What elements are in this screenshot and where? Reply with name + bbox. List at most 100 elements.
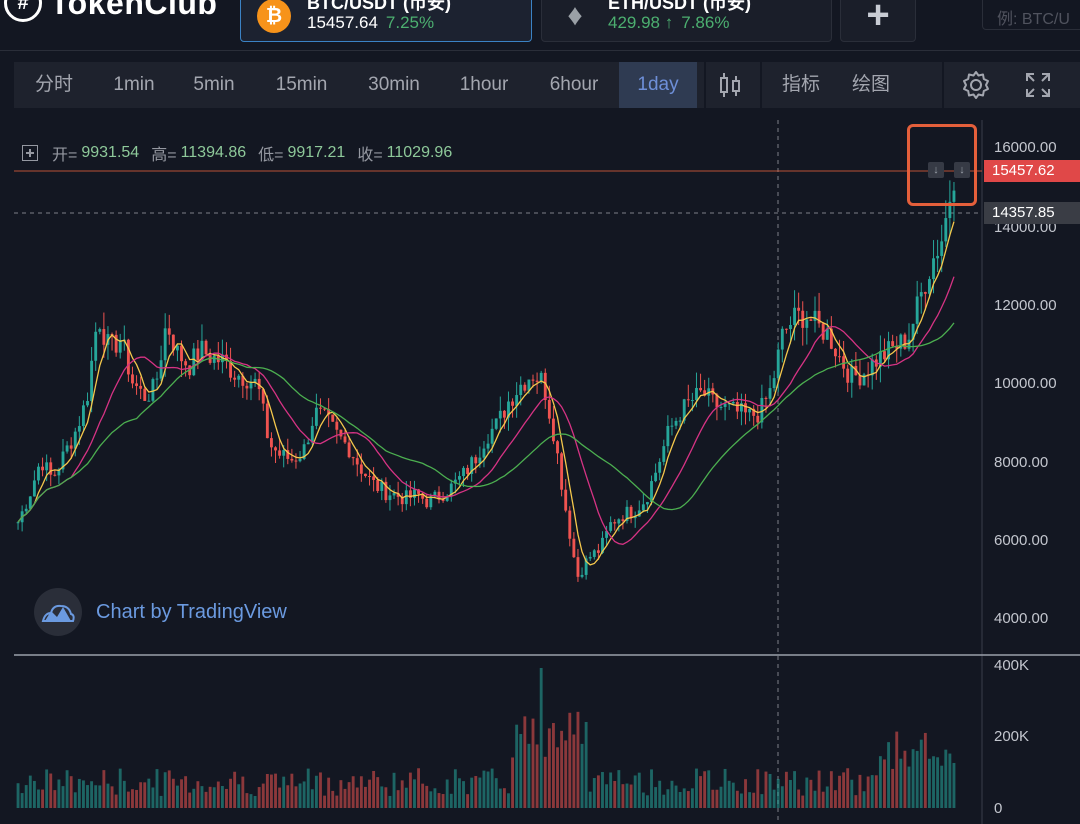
interval-15min[interactable]: 15min (275, 74, 328, 95)
volume-bar (478, 777, 482, 808)
candle-body (343, 436, 347, 443)
candle-body (155, 378, 159, 380)
volume-bar (135, 789, 138, 808)
volume-bar (155, 769, 159, 808)
volume-bar (167, 770, 171, 808)
candle-body (368, 476, 371, 478)
volume-bar (180, 779, 183, 808)
volume-bar (282, 776, 286, 808)
candle-body (838, 356, 841, 358)
download-icon[interactable]: ↓ (928, 162, 944, 178)
add-ticker-button[interactable]: + (840, 0, 916, 42)
candlestick-series (16, 180, 956, 582)
candle-body (171, 334, 175, 351)
volume-bar (314, 775, 318, 808)
tradingview-watermark[interactable]: Chart by TradingView (34, 588, 287, 636)
volume-bar (408, 772, 412, 808)
volume-bar (625, 783, 629, 808)
candle-body (507, 401, 510, 418)
app-logo[interactable]: # TokenClub (4, 0, 217, 22)
candle-body (547, 400, 551, 419)
download-icon[interactable]: ↓ (954, 162, 970, 178)
candle-body (695, 387, 698, 401)
volume-bar (515, 724, 519, 808)
toolbar-divider (704, 62, 706, 108)
volume-bar (637, 772, 641, 808)
interval-5min[interactable]: 5min (193, 74, 235, 95)
volume-bar (294, 786, 298, 808)
candle-body (61, 451, 65, 470)
volume-bar (760, 794, 764, 808)
ticker-pair: ETH/USDT (币安) (608, 0, 751, 13)
volume-bar (940, 765, 944, 808)
candle-body (511, 401, 514, 406)
candle-body (298, 458, 302, 462)
candle-body (752, 408, 756, 416)
gear-icon[interactable] (960, 69, 992, 101)
low-value: 9917.21 (287, 144, 346, 161)
candle-body (780, 328, 784, 350)
volume-bar (188, 792, 192, 808)
volume-bar (98, 785, 102, 808)
candle-body (629, 506, 633, 519)
candle-body (249, 382, 253, 389)
interval-1hour[interactable]: 1hour (459, 74, 509, 95)
moving-average-line (17, 221, 955, 566)
candle-body (596, 550, 600, 553)
candle-body (748, 408, 752, 413)
candle-body (735, 402, 739, 412)
volume-bar (650, 769, 653, 808)
candle-body (842, 356, 846, 369)
volume-bar (829, 771, 833, 808)
candle-body (192, 348, 196, 376)
expand-legend-icon[interactable] (22, 145, 38, 161)
candle-body (552, 418, 555, 442)
candle-body (200, 340, 204, 361)
candle-body (784, 328, 788, 330)
price-axis-label: 16000.00 (994, 139, 1057, 156)
candle-body (167, 328, 171, 335)
candle-body (413, 489, 416, 498)
candle-body (470, 457, 474, 474)
volume-bar (237, 784, 241, 808)
volume-bar (319, 772, 322, 808)
candle-body (404, 490, 408, 505)
candlestick-type-icon[interactable] (718, 71, 742, 99)
volume-bar (617, 770, 621, 808)
candle-body (805, 319, 809, 328)
volume-bar (126, 791, 130, 808)
volume-bar (482, 770, 486, 808)
interval-1day[interactable]: 1day (619, 62, 697, 108)
candle-body (445, 495, 449, 501)
candle-body (417, 489, 420, 494)
volume-bar (449, 793, 453, 808)
volume-bar (302, 781, 306, 808)
candle-body (940, 241, 944, 256)
fullscreen-icon[interactable] (1024, 71, 1052, 99)
volume-bar (102, 770, 106, 808)
interval-6hour[interactable]: 6hour (549, 74, 599, 95)
interval-1min[interactable]: 1min (113, 74, 155, 95)
volume-bar (866, 776, 870, 808)
volume-bar (629, 784, 633, 808)
interval-timeline[interactable]: 分时 (34, 74, 73, 95)
ticker-eth[interactable]: ♦ ETH/USDT (币安) 429.98 ↑ 7.86% (541, 0, 832, 42)
volume-bar (572, 734, 576, 808)
indicators-button[interactable]: 指标 (781, 74, 820, 95)
search-input[interactable]: 例: BTC/U (982, 0, 1080, 30)
candle-body (592, 550, 596, 557)
volume-bar (842, 772, 846, 808)
candle-body (147, 400, 151, 402)
candle-body (163, 328, 167, 361)
volume-bar (233, 771, 237, 808)
watermark-text: Chart by TradingView (96, 600, 287, 623)
candle-body (793, 307, 796, 326)
ticker-btc[interactable]: ₿ BTC/USDT (币安) 15457.64 7.25% (240, 0, 532, 42)
candle-body (625, 506, 629, 521)
volume-bar (568, 712, 572, 808)
drawing-button[interactable]: 绘图 (851, 74, 890, 95)
candle-body (270, 438, 273, 448)
interval-30min[interactable]: 30min (368, 74, 420, 95)
volume-bar (45, 769, 49, 808)
